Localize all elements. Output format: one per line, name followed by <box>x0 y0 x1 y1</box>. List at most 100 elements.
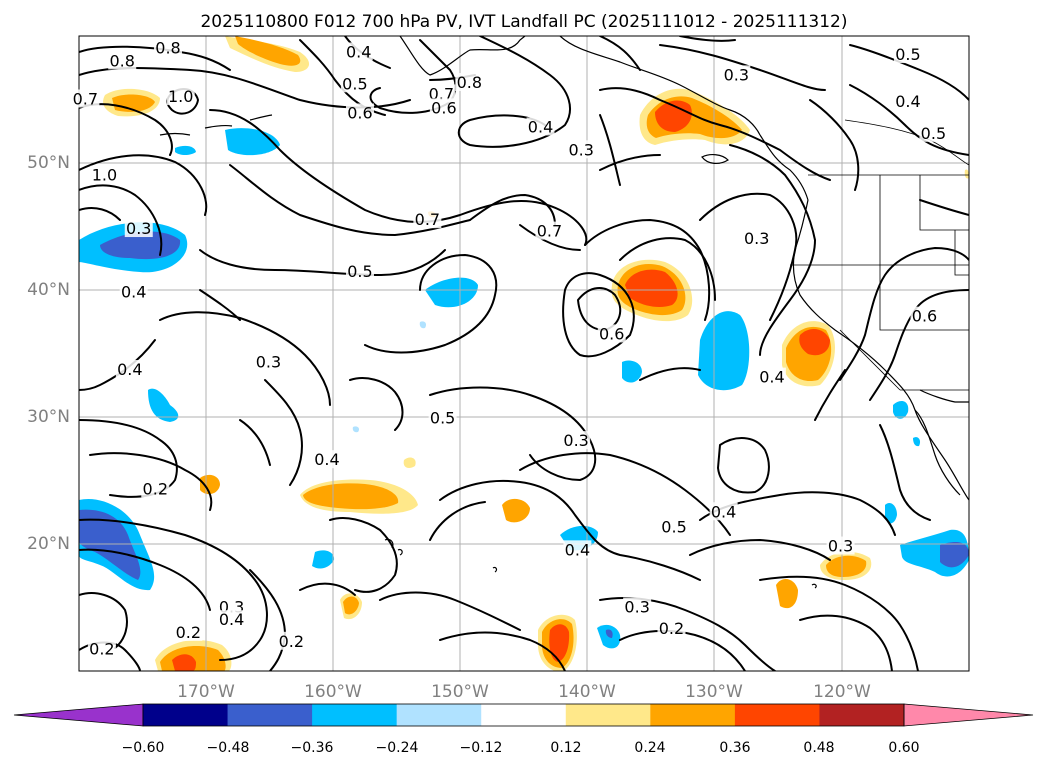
lat-tick-label: 40°N <box>27 280 70 300</box>
alaska-coast <box>399 36 526 76</box>
colorbar-segment <box>819 704 905 726</box>
contour-label-bg <box>427 84 456 103</box>
contour-label: 0.7 <box>415 210 440 229</box>
lon-tick-label: 120°W <box>813 682 871 702</box>
contour-label: 0.4 <box>219 610 244 629</box>
contour-label: 0.5 <box>895 45 920 64</box>
colorbar-segment <box>143 704 229 726</box>
contour-label-bg <box>526 117 555 136</box>
contour-label-bg <box>910 306 939 325</box>
contour-label: 1.0 <box>92 166 117 185</box>
contour-label-bg <box>657 619 686 638</box>
colorbar-tick-label: 0.60 <box>888 740 919 756</box>
contour-label-bg <box>217 610 246 629</box>
contour-label: 0.2 <box>176 623 201 642</box>
contour-label-bg <box>742 229 771 248</box>
contour-label: 0.6 <box>599 324 624 343</box>
colorbar-tick-label: −0.48 <box>207 740 250 756</box>
contour-label-bg <box>254 352 283 371</box>
lat-tick-label: 20°N <box>27 534 70 554</box>
contour-label: 0.4 <box>117 360 142 379</box>
lat-tick-label: 50°N <box>27 153 70 173</box>
contour-label-bg <box>345 262 374 281</box>
contour-label: 0.3 <box>256 352 281 371</box>
contour-label: 0.3 <box>828 537 853 556</box>
contour-label: 0.3 <box>744 229 769 248</box>
contour-label: 0.8 <box>155 39 180 58</box>
gridlines <box>79 36 969 671</box>
baja-coast <box>914 409 961 496</box>
contour-label-bg <box>567 140 596 159</box>
contour-label-bg <box>428 408 457 427</box>
colorbar-segment <box>312 704 398 726</box>
colorbar-segment <box>227 704 313 726</box>
lon-tick-label: 150°W <box>431 682 489 702</box>
colorbar-segment <box>396 704 482 726</box>
contour-label-bg <box>455 72 484 91</box>
colorbar-ticks: −0.60 −0.48 −0.36 −0.24 −0.12 0.12 0.24 … <box>122 740 920 756</box>
shade-neg-32n <box>148 388 179 422</box>
contour-label-bg <box>757 367 786 386</box>
contour-label: 0.5 <box>661 517 686 536</box>
colorbar-frame <box>142 703 905 727</box>
contour-label-bg <box>826 536 855 555</box>
contour-label: 0.8 <box>457 73 482 92</box>
colorbar-segment <box>565 704 651 726</box>
contour-label: 0.5 <box>347 262 372 281</box>
contour-label-bg <box>429 98 458 117</box>
contour-label-bg <box>108 51 137 70</box>
colorbar-segment <box>650 704 736 726</box>
contour-label-bg <box>344 42 373 61</box>
plot-title: 2025110800 F012 700 hPa PV, IVT Landfall… <box>200 12 847 32</box>
contour-label-bg <box>166 86 195 105</box>
contour-label-bg <box>562 431 591 450</box>
contour-label: 0.3 <box>126 219 151 238</box>
contour-label: 0.2 <box>279 632 304 651</box>
contour-label: 0.6 <box>431 98 456 117</box>
colorbar-tick-label: −0.24 <box>376 740 419 756</box>
contour-label: 0.3 <box>568 140 593 159</box>
contour-label: 0.7 <box>73 90 98 109</box>
contour-label-bg <box>174 622 203 641</box>
colorbar-tick-label: −0.60 <box>122 740 165 756</box>
contour-label-bg <box>71 89 100 108</box>
colorbar-segment <box>734 704 820 726</box>
contour-label: 0.7 <box>537 222 562 241</box>
contour-label-bg <box>893 92 922 111</box>
contour-label: 0.8 <box>110 51 135 70</box>
contour-label: 0.2 <box>89 639 114 658</box>
contour-label-bg <box>660 517 689 536</box>
contour-label-bg <box>893 45 922 64</box>
colorbar-tick-label: −0.12 <box>460 740 503 756</box>
contour-label: 0.4 <box>346 43 371 62</box>
lat-tick-label: 30°N <box>27 407 70 427</box>
lon-tick-label: 140°W <box>558 682 616 702</box>
colorbar-segment <box>481 704 567 726</box>
contour-label-bg <box>141 479 170 498</box>
contour-label-bg <box>709 502 738 521</box>
contour-labels: 0.80.80.7 1.01.00.40.50.60.70.80.60.40.30… <box>71 38 948 658</box>
contour-label-bg <box>597 324 626 343</box>
contour-label-bg <box>563 540 592 559</box>
contour-label: 0.3 <box>724 65 749 84</box>
contour-label: 0.4 <box>314 450 339 469</box>
contour-label-bg <box>124 219 153 238</box>
contour-label-bg <box>277 631 306 650</box>
contour-label-bg <box>312 450 341 469</box>
contour-label: 0.4 <box>528 117 553 136</box>
contour-label: 0.2 <box>143 479 168 498</box>
colorbar-tick-label: 0.36 <box>719 740 750 756</box>
map-frame <box>78 35 970 672</box>
colorbar-tick-label: 0.24 <box>634 740 665 756</box>
contour-label-bg <box>623 597 652 616</box>
lat-axis: 20°N 30°N 40°N 50°N <box>27 153 70 554</box>
ivt-shading <box>79 36 969 671</box>
colorbar-tick-label: −0.36 <box>291 740 334 756</box>
contour-label-bg <box>115 360 144 379</box>
contour-label-bg <box>119 282 148 301</box>
colorbar-tick-label: 0.48 <box>803 740 834 756</box>
contour-label-bg <box>722 65 751 84</box>
lon-tick-label: 160°W <box>304 682 362 702</box>
contour-label: 0.5 <box>342 74 367 93</box>
